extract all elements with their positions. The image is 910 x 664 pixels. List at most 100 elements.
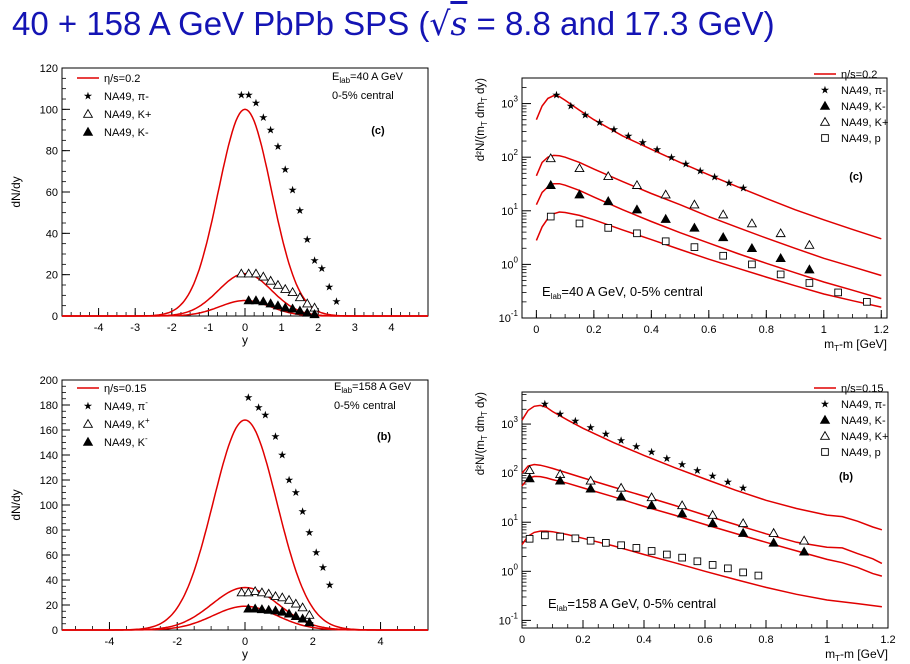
model-curve [535, 94, 882, 240]
legend-label: NA49, π- [841, 85, 886, 97]
legend-label: NA49, p [841, 133, 881, 145]
legend-label: NA49, K+ [104, 109, 151, 121]
plot-frame [61, 379, 429, 631]
x-tick-label: 0 [533, 324, 539, 336]
data-point: ★ [288, 184, 298, 197]
y-tick-exponent: 3 [514, 95, 519, 104]
data-point [243, 603, 254, 613]
y-tick-label: 200 [40, 375, 58, 387]
data-point [737, 518, 749, 528]
data-point [585, 475, 596, 485]
data-point [283, 594, 295, 604]
y-tick-label: 100 [40, 500, 58, 512]
data-points: ★★★★★★★★★★★★★★ [236, 88, 341, 319]
data-point: ★ [317, 262, 327, 275]
data-point [287, 303, 298, 313]
data-point [754, 571, 763, 580]
data-points: ★★★★★★★★★★★★★★ [524, 397, 810, 580]
data-points: ★★★★★★★★★★★★ [236, 391, 335, 627]
y-tick-label: 120 [40, 475, 58, 487]
legend: η/s=0.15 ★ NA49, π- NA49, K+ NA49, K- [77, 383, 150, 449]
data-point: ★ [260, 409, 270, 422]
y-tick-label: 0 [52, 625, 58, 637]
data-point: ★ [677, 458, 687, 471]
model-curves [62, 108, 428, 317]
x-axis-label: y [242, 333, 248, 347]
title-suffix: = 8.8 and 17.3 GeV) [467, 5, 775, 42]
model-curve [521, 404, 883, 531]
legend: η/s=0.15 ★ NA49, π- NA49, K- NA49, K+ NA49, p [814, 383, 888, 459]
data-point [272, 279, 284, 289]
panel-tag: (b) [377, 431, 391, 443]
legend-label: NA49, K+ [841, 117, 888, 129]
legend-marker [82, 126, 94, 136]
data-point [746, 242, 758, 253]
data-point [575, 219, 584, 228]
data-point: ★ [632, 440, 642, 453]
y-tick-label: 140 [40, 450, 58, 462]
data-point [294, 292, 306, 302]
legend-label: NA49, p [841, 447, 881, 459]
model-curve [62, 108, 428, 317]
data-point [263, 588, 274, 598]
y-axis-label-end: dy) [475, 78, 487, 97]
data-point [556, 532, 564, 541]
data-point [294, 305, 306, 315]
panel-tag: (b) [839, 471, 853, 483]
data-point [863, 298, 871, 306]
data-point: ★ [708, 470, 718, 483]
data-point [676, 500, 688, 510]
data-point: ★ [325, 579, 335, 592]
data-point: ★ [295, 204, 305, 217]
y-tick-exponent: 1 [514, 202, 519, 211]
y-tick-label: 103 [501, 95, 518, 111]
legend-marker [82, 418, 94, 428]
data-point: ★ [571, 415, 581, 428]
x-axis-label: mT-m [GeV] [824, 337, 887, 353]
data-point [304, 609, 315, 619]
y-axis-label-mid: dm [475, 416, 487, 435]
data-point [236, 268, 247, 278]
legend-label: NA49, K- [841, 415, 886, 427]
data-points: ★★★★★★★★★★★★★★ [545, 89, 871, 306]
data-point: ★ [280, 163, 290, 176]
data-point [775, 252, 786, 263]
data-point: ★ [738, 181, 748, 194]
y-tick-label: 101 [501, 513, 518, 529]
legend-marker: ★ [820, 398, 830, 411]
data-point [805, 279, 814, 287]
y-tick-label: 180 [40, 400, 58, 412]
legend-marker [819, 100, 831, 110]
data-point: ★ [601, 428, 611, 441]
legend-label: NA49, K+ [841, 431, 888, 443]
y-tick-label: 40 [46, 575, 58, 587]
data-point [272, 300, 284, 310]
energy-label-tail: =158 A GeV [352, 381, 412, 393]
legend-label: NA49, K- [104, 434, 148, 449]
data-point [615, 482, 627, 492]
y-tick-label: 101 [501, 202, 518, 218]
x-tick-label: -4 [94, 322, 104, 334]
data-point [739, 568, 747, 577]
x-tick-label: 0.4 [636, 634, 651, 646]
energy-label-sub: lab [551, 292, 562, 301]
model-curve [521, 475, 883, 577]
data-point: ★ [647, 446, 657, 459]
data-point [574, 163, 585, 173]
data-point [250, 295, 262, 305]
energy-label-sub: lab [557, 604, 568, 613]
legend-label: η/s=0.2 [104, 73, 140, 85]
data-point [707, 518, 718, 528]
data-point: ★ [662, 452, 672, 465]
energy-label: Elab=40 A GeV [332, 71, 404, 85]
data-point [631, 179, 643, 189]
centrality-label: 0-5% central [332, 90, 394, 102]
plot-frame [521, 77, 888, 319]
model-curves [521, 404, 883, 608]
centrality-label: 0-5% central [334, 400, 396, 412]
y-axis-ticks: 0 20 40 60 80 100 120 [40, 63, 70, 323]
y-tick-label: 10-1 [499, 309, 519, 325]
x-tick-label: -2 [172, 636, 182, 648]
legend-label: NA49, π- [104, 91, 149, 103]
